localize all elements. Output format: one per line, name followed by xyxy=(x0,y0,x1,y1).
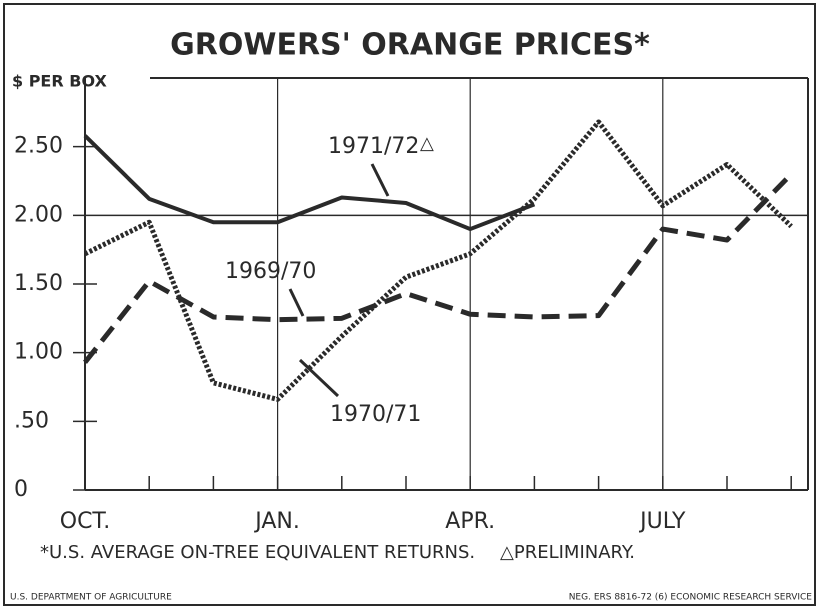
series-line xyxy=(83,119,793,402)
frame xyxy=(3,3,816,606)
label-leader xyxy=(288,288,305,317)
footnote-preliminary: △PRELIMINARY. xyxy=(500,542,635,563)
y-axis-label: $ PER BOX xyxy=(12,72,107,91)
x-tick-label: JULY xyxy=(638,509,686,534)
y-tick-label: .50 xyxy=(14,408,49,433)
label-leader xyxy=(298,358,340,398)
y-tick-label: 1.00 xyxy=(14,340,63,365)
label-leader xyxy=(370,163,390,197)
source-right: NEG. ERS 8816-72 (6) ECONOMIC RESEARCH S… xyxy=(569,593,813,603)
y-tick-label: 2.50 xyxy=(14,134,63,159)
y-tick-label: 1.50 xyxy=(14,271,63,296)
source-left: U.S. DEPARTMENT OF AGRICULTURE xyxy=(10,593,172,603)
y-tick-label: 2.00 xyxy=(14,202,63,227)
y-tick-label: 0 xyxy=(14,477,28,502)
x-tick-label: OCT. xyxy=(60,509,111,534)
series-label: 1970/71 xyxy=(330,402,421,427)
series-line xyxy=(83,172,793,364)
series-label: 1969/70 xyxy=(225,259,316,284)
x-tick-label: JAN. xyxy=(253,509,300,534)
footnote: *U.S. AVERAGE ON-TREE EQUIVALENT RETURNS… xyxy=(40,542,475,563)
series-label: 1971/72 xyxy=(328,134,419,159)
x-tick-label: APR. xyxy=(445,509,495,534)
chart-title: GROWERS' ORANGE PRICES* xyxy=(170,28,650,63)
series-line xyxy=(83,134,536,232)
preliminary-mark: △ xyxy=(420,133,434,154)
